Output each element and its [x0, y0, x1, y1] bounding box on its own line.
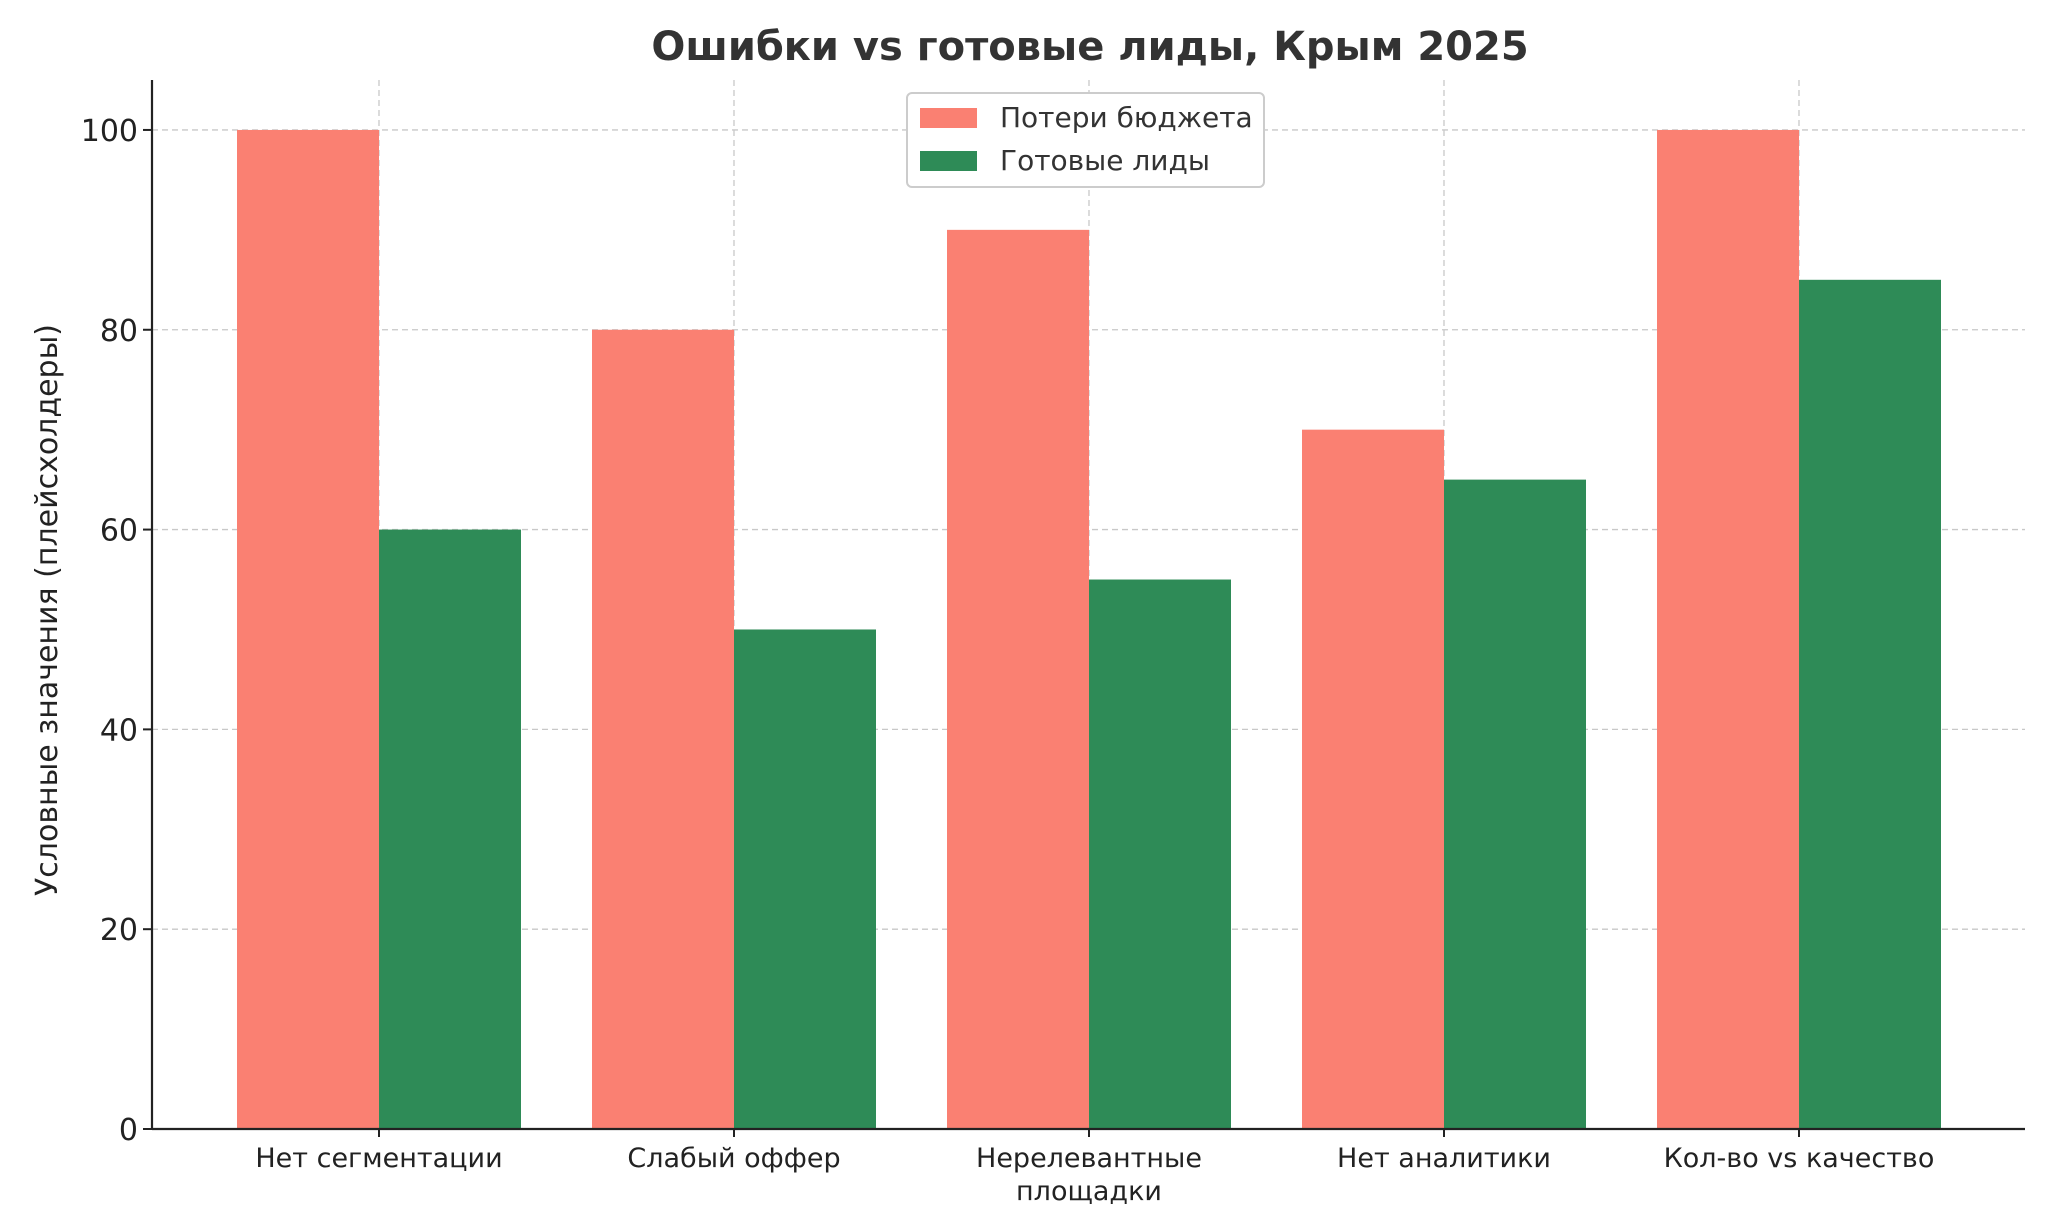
legend-box [906, 92, 1265, 188]
chart-title: Ошибки vs готовые лиды, Крым 2025 [651, 24, 1528, 70]
x-tick-label-line: Кол-во vs качество [1664, 1143, 1935, 1174]
bar-ready-leads [1089, 579, 1231, 1129]
bar-ready-leads [1444, 479, 1586, 1130]
bar-ready-leads [379, 529, 521, 1129]
x-tick-label: Слабый оффер [627, 1143, 840, 1174]
bar-budget-loss [1657, 129, 1799, 1129]
legend-label: Потери бюджета [1000, 101, 1253, 134]
bar-budget-loss [237, 129, 379, 1129]
bar-ready-leads [734, 629, 876, 1129]
y-tick-label: 40 [100, 713, 138, 748]
y-tick-label: 0 [119, 1113, 138, 1148]
legend-swatch [920, 151, 977, 171]
legend-swatch [920, 108, 977, 128]
y-axis-label: Условные значения (плейсхолдеры) [30, 324, 65, 896]
x-tick-label: Нет сегментации [255, 1143, 502, 1174]
y-tick-label: 80 [100, 314, 138, 349]
legend: Потери бюджета Готовые лиды [906, 92, 1265, 188]
y-tick-label: 20 [100, 913, 138, 948]
bar-ready-leads [1799, 279, 1941, 1129]
bars-layer [237, 129, 1941, 1130]
x-tick-label: Нерелевантные площадки [976, 1143, 1202, 1207]
x-tick-label: Нет аналитики [1337, 1143, 1551, 1174]
y-tick-label: 100 [81, 114, 138, 149]
ticks-layer: 0 20 40 60 80 100 Нет сегментации Слабый оффер Н… [81, 114, 1935, 1207]
bar-budget-loss [1302, 429, 1444, 1130]
x-tick-label-line: Нерелевантные [976, 1143, 1202, 1174]
legend-label: Готовые лиды [1000, 144, 1210, 177]
x-tick-label-line: Нет аналитики [1337, 1143, 1551, 1174]
x-tick-label: Кол-во vs качество [1664, 1143, 1935, 1174]
x-tick-label-line: Слабый оффер [627, 1143, 840, 1174]
x-tick-label-line: Нет сегментации [255, 1143, 502, 1174]
y-tick-label: 60 [100, 514, 138, 549]
x-tick-label-line: площадки [1016, 1176, 1162, 1207]
bar-budget-loss [947, 229, 1089, 1129]
bar-budget-loss [592, 329, 734, 1129]
